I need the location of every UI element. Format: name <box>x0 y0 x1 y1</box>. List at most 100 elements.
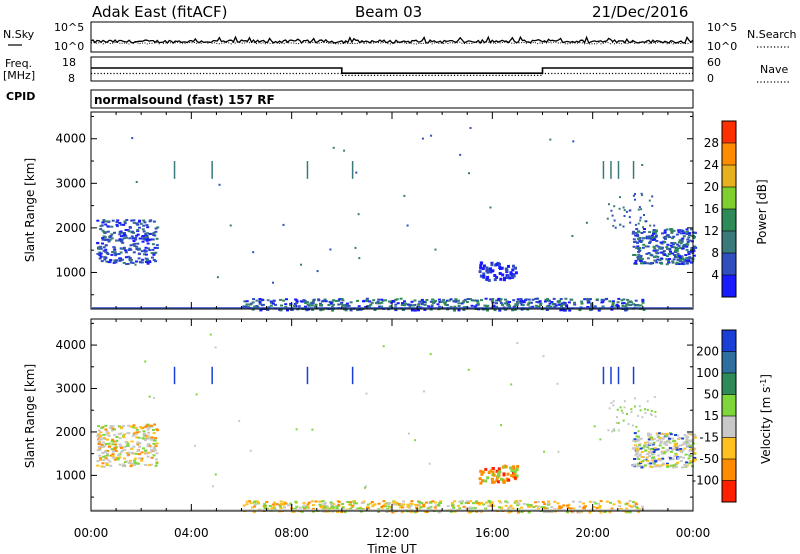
data-cell <box>330 503 334 506</box>
data-cell <box>514 500 518 503</box>
data-cell <box>629 221 632 224</box>
data-cell <box>690 432 694 435</box>
data-cell <box>658 432 661 435</box>
data-cell <box>422 505 426 508</box>
data-cell <box>284 303 288 306</box>
data-cell <box>677 244 681 247</box>
data-cell <box>364 485 367 488</box>
data-cell <box>427 305 431 308</box>
data-cell <box>647 237 651 240</box>
data-cell <box>484 467 488 471</box>
noise-left-tick-bottom: 10^0 <box>54 40 84 53</box>
data-cell <box>135 234 139 237</box>
data-cell <box>632 245 636 248</box>
data-cell <box>134 452 138 455</box>
data-cell <box>654 415 657 418</box>
data-cell <box>502 473 506 477</box>
data-cell <box>141 237 145 240</box>
data-cell <box>510 275 514 279</box>
data-cell <box>620 299 624 302</box>
data-cell <box>130 235 134 238</box>
data-cell <box>634 299 638 302</box>
data-cell <box>253 505 256 508</box>
data-cell <box>425 511 429 513</box>
data-cell <box>104 457 108 460</box>
data-cell <box>131 237 135 240</box>
data-cell <box>373 309 377 311</box>
data-cell <box>143 432 146 435</box>
data-cell <box>97 429 101 432</box>
data-cell <box>656 459 660 462</box>
data-cell <box>623 209 626 212</box>
data-cell <box>361 508 364 511</box>
data-cell <box>614 226 617 229</box>
data-cell <box>679 456 682 458</box>
data-cell <box>634 397 636 400</box>
data-cell <box>671 252 675 255</box>
data-cell <box>115 456 119 459</box>
colorbar-segment <box>722 416 736 438</box>
data-cell <box>150 436 154 439</box>
data-cell <box>351 504 355 507</box>
data-cell <box>143 438 147 441</box>
data-cell <box>155 452 159 455</box>
data-cell <box>242 504 246 507</box>
data-cell <box>331 510 335 513</box>
data-cell <box>106 432 110 435</box>
data-cell <box>366 506 369 508</box>
data-cell <box>668 437 671 440</box>
data-cell <box>108 460 112 463</box>
data-cell <box>642 243 646 246</box>
data-cell <box>500 266 504 270</box>
data-cell <box>129 244 133 247</box>
data-cell <box>637 237 640 240</box>
data-cell <box>651 204 654 207</box>
data-cell <box>124 249 128 252</box>
data-cell <box>640 451 644 453</box>
data-cell <box>612 428 615 431</box>
data-cell <box>543 503 547 506</box>
data-cell <box>611 304 615 307</box>
data-cell <box>676 461 680 464</box>
data-cell <box>106 225 110 228</box>
data-cell <box>473 507 477 510</box>
data-cell <box>130 440 134 443</box>
colorbar-tick-label: 200 <box>696 345 719 359</box>
data-cell <box>96 435 100 438</box>
data-cell <box>152 449 156 452</box>
data-cell <box>649 465 653 468</box>
colorbar-tick-label: 24 <box>704 158 719 172</box>
data-cell <box>659 441 663 444</box>
data-cell <box>127 451 131 454</box>
data-cell <box>127 255 131 258</box>
data-cell <box>101 462 105 465</box>
data-cell <box>253 305 257 308</box>
data-cell <box>681 261 685 264</box>
data-cell <box>242 305 246 308</box>
data-cell <box>646 400 649 403</box>
data-cell <box>638 443 642 446</box>
data-cell <box>544 300 547 303</box>
data-cell <box>110 237 114 240</box>
data-cell <box>682 258 686 261</box>
data-cell <box>408 305 412 308</box>
data-cell <box>479 481 483 485</box>
data-cell <box>679 232 683 235</box>
data-cell <box>429 300 433 303</box>
data-cell <box>640 208 643 211</box>
data-cell <box>97 247 101 250</box>
data-cell <box>282 501 286 504</box>
data-cell <box>138 445 142 448</box>
data-cell <box>106 449 110 452</box>
data-cell <box>546 503 550 506</box>
data-cell <box>439 500 443 503</box>
data-cell <box>151 238 155 241</box>
data-cell <box>652 249 656 252</box>
data-cell <box>562 303 566 306</box>
data-cell <box>96 460 100 463</box>
colorbar-tick-label: 8 <box>711 246 719 260</box>
data-cell <box>265 507 269 510</box>
data-cell <box>484 501 488 504</box>
data-cell <box>485 277 489 281</box>
data-cell <box>592 501 596 504</box>
